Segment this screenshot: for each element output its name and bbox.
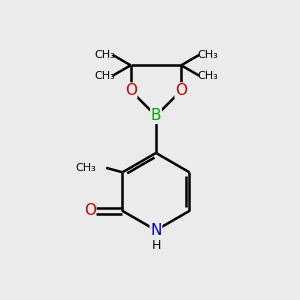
Text: CH₃: CH₃ [94, 50, 115, 60]
Text: H: H [151, 239, 160, 252]
Text: CH₃: CH₃ [197, 50, 218, 60]
Text: O: O [175, 83, 187, 98]
Text: CH₃: CH₃ [75, 163, 96, 173]
Text: CH₃: CH₃ [197, 71, 218, 81]
Text: B: B [151, 108, 161, 123]
Text: O: O [84, 203, 96, 218]
Text: N: N [150, 223, 162, 238]
Text: O: O [125, 83, 137, 98]
Text: CH₃: CH₃ [94, 71, 115, 81]
